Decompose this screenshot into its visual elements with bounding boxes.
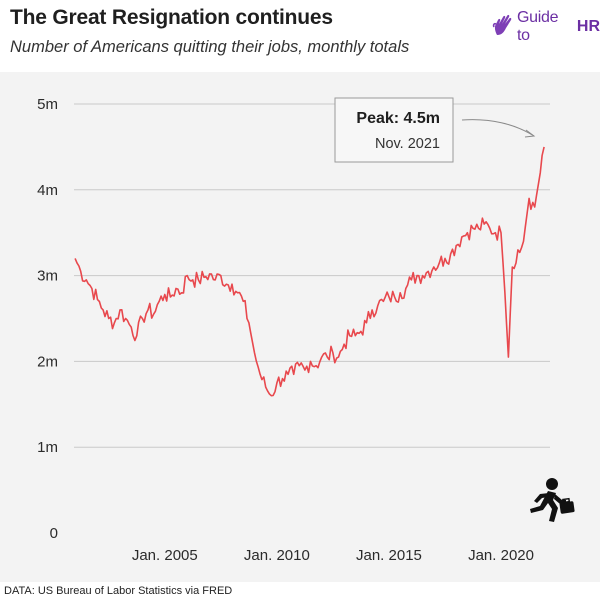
line-chart: 0 1m 2m 3m 4m 5m Jan. 2005 Jan. 2010 Jan. 2015 J… (37, 96, 575, 564)
chart-title: The Great Resignation continues (10, 6, 333, 29)
y-tick-label: 0 (50, 525, 58, 542)
hand-logo-icon (492, 13, 514, 42)
data-source-note: DATA: US Bureau of Labor Statistics via … (4, 585, 233, 597)
brand-logo: Guide to HR (492, 9, 600, 44)
y-tick-label: 2m (37, 353, 58, 370)
peak-arrow (461, 119, 535, 137)
logo-text: Guide to (517, 9, 559, 44)
x-tick-label: Jan. 2020 (468, 547, 534, 564)
x-tick-label: Jan. 2015 (356, 547, 422, 564)
x-tick-label: Jan. 2010 (244, 547, 310, 564)
peak-annotation-box (334, 97, 454, 163)
peak-label: Peak: 4.5m (356, 110, 440, 127)
y-tick-label: 4m (37, 182, 58, 199)
series-line-quits (74, 146, 545, 397)
plot-area: 0 1m 2m 3m 4m 5m Jan. 2005 Jan. 2010 Jan. 2015 J… (0, 72, 600, 582)
y-tick-label: 3m (37, 268, 58, 285)
y-tick-label: 5m (37, 96, 58, 113)
y-tick-label: 1m (37, 439, 58, 456)
peak-arrowhead (524, 129, 536, 138)
peak-annotation: Peak: 4.5m Nov. 2021 (334, 97, 536, 163)
x-tick-label: Jan. 2005 (132, 547, 198, 564)
chart-subtitle: Number of Americans quitting their jobs,… (10, 38, 410, 56)
peak-date-label: Nov. 2021 (375, 136, 440, 152)
logo-emphasis: HR (576, 18, 600, 35)
running-person-icon (530, 478, 575, 522)
